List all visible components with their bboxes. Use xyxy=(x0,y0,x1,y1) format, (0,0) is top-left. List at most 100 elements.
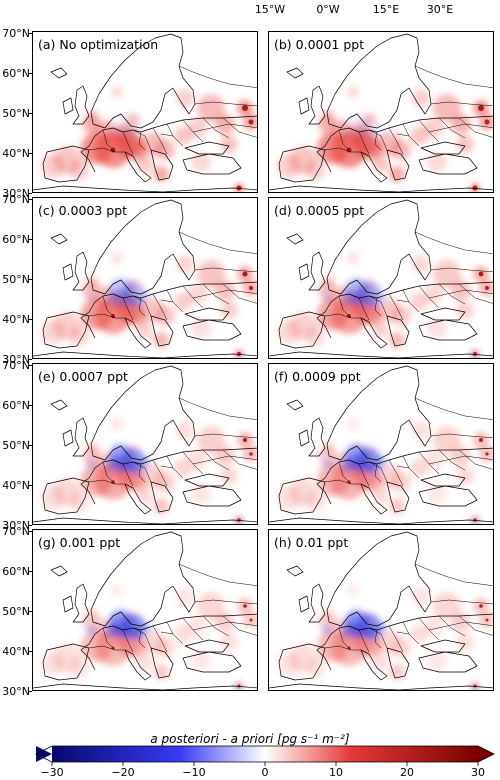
coastlines xyxy=(33,365,257,524)
positive-anomaly xyxy=(174,127,192,145)
country-border xyxy=(194,433,257,439)
positive-anomaly xyxy=(323,110,335,122)
country-border xyxy=(338,129,361,153)
coastline xyxy=(42,145,90,183)
coastline xyxy=(184,307,230,321)
coastline xyxy=(124,483,152,515)
country-border xyxy=(194,267,257,273)
emission-hotspot xyxy=(237,518,241,522)
coastline xyxy=(418,319,478,341)
country-border xyxy=(414,397,493,420)
colorbar-extend-low xyxy=(36,746,52,762)
country-border xyxy=(138,463,146,483)
lat-tick xyxy=(28,691,32,692)
lat-tick xyxy=(28,73,32,74)
positive-anomaly xyxy=(137,654,153,670)
country-border xyxy=(368,461,388,483)
positive-anomaly xyxy=(197,260,225,288)
positive-anomaly xyxy=(153,664,169,680)
country-border xyxy=(374,297,382,317)
lat-label: 50°N xyxy=(2,273,30,286)
country-border xyxy=(88,147,116,153)
coastline xyxy=(42,643,90,681)
coastline xyxy=(72,583,90,623)
positive-anomaly xyxy=(410,127,428,145)
positive-anomaly xyxy=(174,625,192,643)
coastline xyxy=(308,85,326,125)
coastline xyxy=(308,417,326,457)
positive-anomaly xyxy=(41,652,65,676)
colorbar-tick-label: 20 xyxy=(400,766,414,779)
positive-anomaly xyxy=(87,442,99,454)
positive-anomaly xyxy=(215,446,235,466)
positive-anomaly xyxy=(423,450,443,470)
positive-anomaly xyxy=(389,498,405,514)
colorbar-tick-label: −20 xyxy=(111,766,135,779)
country-border xyxy=(430,433,493,439)
emission-hotspot xyxy=(236,185,242,191)
country-border xyxy=(178,563,257,586)
positive-anomaly xyxy=(389,664,405,680)
country-border xyxy=(458,615,493,636)
lat-tick xyxy=(28,359,32,360)
negative-anomaly xyxy=(352,123,370,141)
country-border xyxy=(222,283,257,304)
country-border xyxy=(430,267,493,273)
positive-anomaly xyxy=(197,426,225,454)
country-border xyxy=(388,459,404,487)
positive-anomaly xyxy=(323,442,335,454)
coastline xyxy=(326,33,432,129)
country-border xyxy=(138,131,146,151)
coastline xyxy=(33,683,257,690)
lat-tick xyxy=(28,525,32,526)
positive-anomaly xyxy=(373,488,389,504)
map-panel: (h) 0.01 ppt xyxy=(268,529,494,691)
country-border xyxy=(430,599,493,605)
positive-anomaly xyxy=(176,255,194,273)
panel-label: (h) 0.01 ppt xyxy=(274,535,349,550)
country-border xyxy=(178,397,257,420)
country-border xyxy=(338,295,361,319)
emission-hotspot xyxy=(485,618,489,622)
country-border xyxy=(160,465,174,469)
lat-tick xyxy=(28,239,32,240)
coastline xyxy=(182,153,242,175)
coastline xyxy=(420,307,466,321)
coastline xyxy=(62,595,74,613)
country-border xyxy=(414,231,493,254)
country-border xyxy=(458,449,493,470)
positive-anomaly xyxy=(187,284,207,304)
lat-tick xyxy=(28,153,32,154)
lat-label: 30°N xyxy=(2,519,30,532)
country-border xyxy=(374,629,382,649)
country-border xyxy=(138,297,146,317)
country-border xyxy=(132,461,152,483)
country-border xyxy=(396,299,410,303)
coastlines xyxy=(269,199,493,358)
country-border xyxy=(324,147,352,153)
country-border xyxy=(358,131,370,155)
lat-label: 40°N xyxy=(2,645,30,658)
panel-label: (f) 0.0009 ppt xyxy=(274,369,361,384)
positive-anomaly xyxy=(347,584,359,596)
positive-anomaly xyxy=(176,421,194,439)
coastline xyxy=(269,185,493,192)
negative-anomaly xyxy=(139,456,151,468)
emission-hotspot xyxy=(485,286,489,290)
emission-hotspot xyxy=(248,119,254,125)
positive-anomaly xyxy=(373,322,389,338)
lat-label: 40°N xyxy=(2,313,30,326)
country-border xyxy=(178,231,257,254)
coastline xyxy=(90,33,196,129)
country-border xyxy=(192,123,257,133)
lat-tick xyxy=(28,531,32,532)
positive-anomaly xyxy=(323,608,335,620)
emission-anomaly-field xyxy=(277,86,493,192)
emission-hotspot xyxy=(249,452,253,456)
coastline xyxy=(386,647,410,679)
emission-hotspot xyxy=(473,352,477,356)
coastline xyxy=(62,97,74,115)
coastline xyxy=(298,595,310,613)
positive-anomaly xyxy=(41,154,65,178)
emission-hotspot xyxy=(478,271,484,277)
